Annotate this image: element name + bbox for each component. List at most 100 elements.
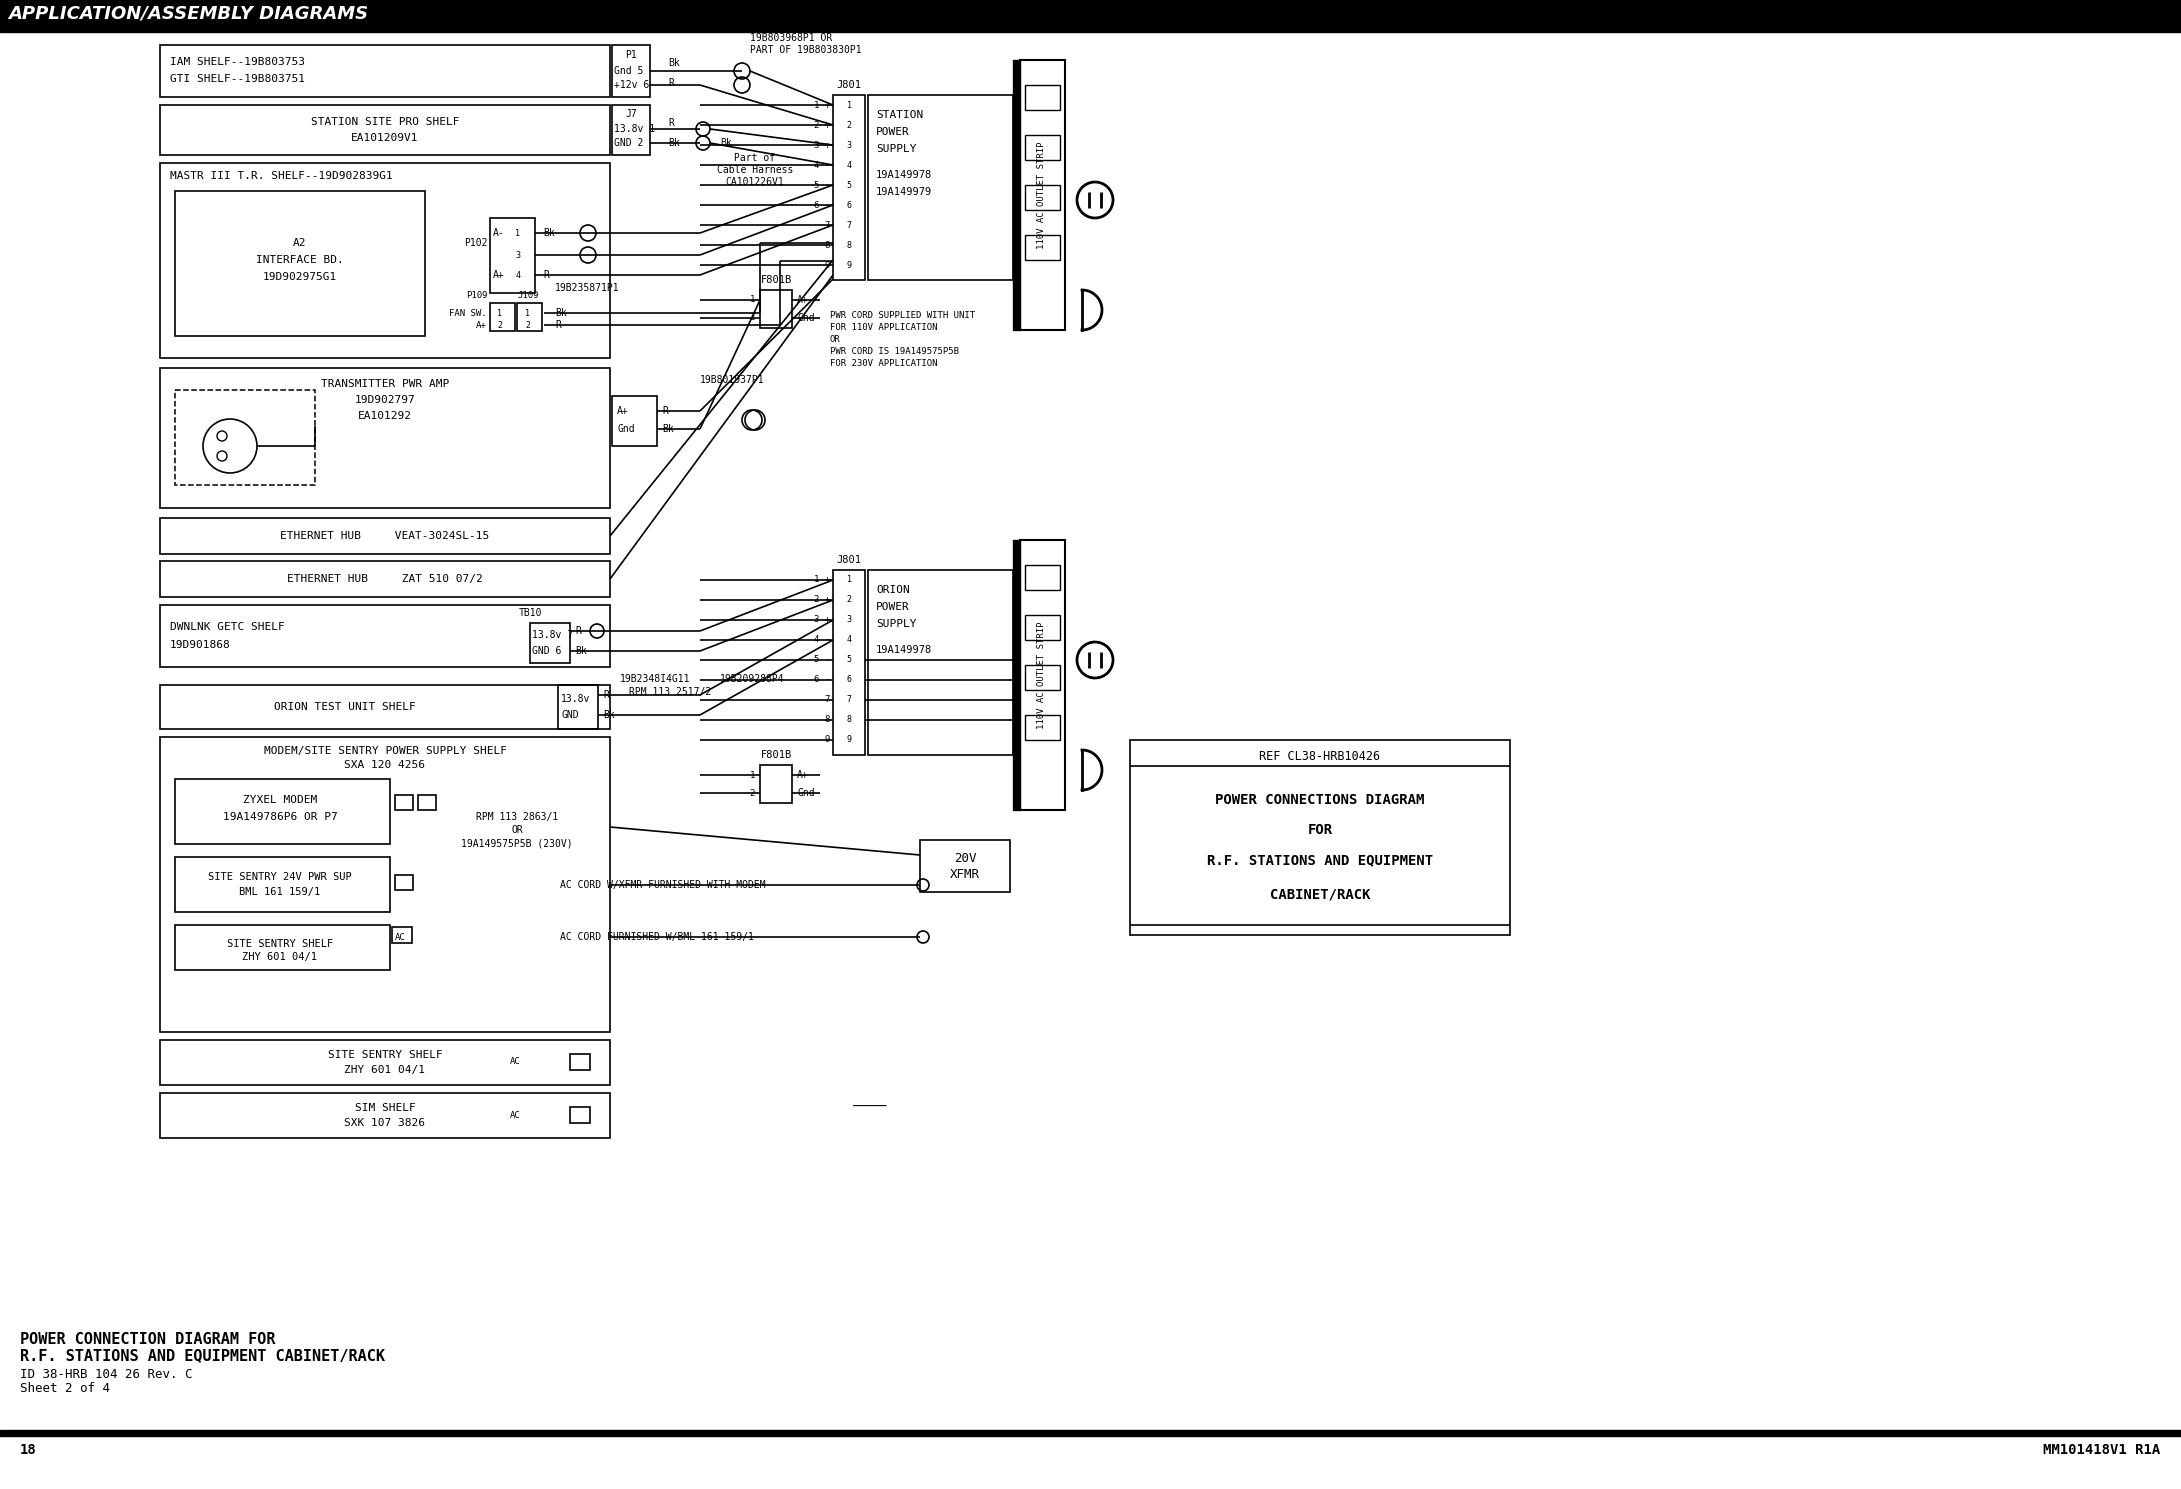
Text: R: R: [667, 77, 674, 88]
Bar: [1025, 564, 1060, 590]
Text: SITE SENTRY SHELF: SITE SENTRY SHELF: [227, 940, 334, 948]
Text: RPM 113 2517/2: RPM 113 2517/2: [628, 686, 711, 697]
Text: ID 38-HRB 104 26 Rev. C: ID 38-HRB 104 26 Rev. C: [20, 1367, 192, 1380]
Bar: [868, 570, 1012, 755]
Text: R: R: [667, 118, 674, 128]
Bar: [759, 765, 792, 803]
Text: ZYXEL MODEM: ZYXEL MODEM: [242, 795, 316, 806]
Bar: [1025, 85, 1060, 110]
Text: P1: P1: [626, 51, 637, 60]
Text: 1 +: 1 +: [814, 100, 831, 110]
Text: TB10: TB10: [519, 608, 541, 618]
Text: Bk: Bk: [576, 646, 587, 657]
Bar: [159, 45, 611, 97]
Bar: [159, 605, 611, 667]
Text: POWER CONNECTION DIAGRAM FOR: POWER CONNECTION DIAGRAM FOR: [20, 1333, 275, 1348]
Text: 7: 7: [846, 695, 851, 704]
Bar: [1021, 60, 1064, 331]
Text: 2: 2: [846, 121, 851, 130]
Bar: [1025, 235, 1060, 261]
Text: R.F. STATIONS AND EQUIPMENT CABINET/RACK: R.F. STATIONS AND EQUIPMENT CABINET/RACK: [20, 1349, 386, 1364]
Text: Bk: Bk: [667, 58, 680, 68]
Bar: [530, 622, 569, 663]
Bar: [569, 1106, 591, 1123]
Text: SIM SHELF: SIM SHELF: [356, 1103, 414, 1112]
Text: 13.8v: 13.8v: [561, 694, 591, 704]
Text: 13.8v 1: 13.8v 1: [615, 124, 654, 134]
Text: A+: A+: [493, 270, 504, 280]
Bar: [1025, 135, 1060, 159]
Text: GND 2: GND 2: [615, 138, 643, 147]
Text: MASTR III T.R. SHELF--19D902839G1: MASTR III T.R. SHELF--19D902839G1: [170, 171, 393, 182]
Text: 1: 1: [515, 228, 521, 238]
Text: 19B209288P4: 19B209288P4: [720, 675, 785, 683]
Text: FAN SW.: FAN SW.: [449, 308, 486, 317]
Text: Bk: Bk: [720, 138, 733, 147]
Text: STATION SITE PRO SHELF: STATION SITE PRO SHELF: [310, 118, 460, 127]
Text: Gnd: Gnd: [617, 424, 635, 433]
Text: 1 +: 1 +: [814, 576, 831, 585]
Text: SXK 107 3826: SXK 107 3826: [345, 1118, 425, 1129]
Text: AC CORD FURNISHED W/BML 161 159/1: AC CORD FURNISHED W/BML 161 159/1: [561, 932, 755, 943]
Text: DWNLNK GETC SHELF: DWNLNK GETC SHELF: [170, 622, 286, 631]
Text: 5 -: 5 -: [814, 655, 831, 664]
Text: Sheet 2 of 4: Sheet 2 of 4: [20, 1382, 109, 1395]
Text: 7: 7: [824, 695, 831, 704]
Text: CABINET/RACK: CABINET/RACK: [1269, 887, 1370, 902]
Bar: [1021, 541, 1064, 810]
Bar: [1025, 185, 1060, 210]
Text: GND: GND: [561, 710, 578, 721]
Bar: [159, 1093, 611, 1138]
Text: A+: A+: [617, 406, 628, 415]
Text: POWER: POWER: [877, 602, 909, 612]
Text: R: R: [543, 270, 550, 280]
Text: 9: 9: [824, 261, 831, 270]
Text: 2: 2: [846, 596, 851, 605]
Text: 1: 1: [526, 308, 530, 317]
Text: 4 -: 4 -: [814, 636, 831, 645]
Text: 19A149978: 19A149978: [877, 170, 931, 180]
Text: 3 +: 3 +: [814, 615, 831, 624]
Text: STATION: STATION: [877, 110, 923, 121]
Text: 9: 9: [846, 736, 851, 744]
Bar: [393, 928, 412, 943]
Text: R: R: [554, 320, 561, 331]
Text: ZHY 601 04/1: ZHY 601 04/1: [242, 951, 318, 962]
Text: 9: 9: [846, 261, 851, 270]
Text: FOR 230V APPLICATION: FOR 230V APPLICATION: [831, 359, 938, 368]
Text: 3: 3: [846, 140, 851, 149]
Text: FOR 110V APPLICATION: FOR 110V APPLICATION: [831, 323, 938, 332]
Text: TRANSMITTER PWR AMP: TRANSMITTER PWR AMP: [321, 380, 449, 389]
Bar: [159, 1039, 611, 1085]
Bar: [759, 290, 792, 328]
Bar: [491, 217, 534, 293]
Text: PWR CORD SUPPLIED WITH UNIT: PWR CORD SUPPLIED WITH UNIT: [831, 311, 975, 320]
Text: ETHERNET HUB     ZAT 510 07/2: ETHERNET HUB ZAT 510 07/2: [288, 573, 482, 584]
Text: Bk: Bk: [667, 138, 680, 147]
Text: Part of: Part of: [735, 153, 776, 162]
Text: 4: 4: [846, 161, 851, 170]
Text: XFMR: XFMR: [951, 868, 979, 881]
Text: F801B: F801B: [761, 750, 792, 759]
Text: 2: 2: [497, 320, 502, 329]
Text: ZHY 601 04/1: ZHY 601 04/1: [345, 1065, 425, 1075]
Bar: [395, 876, 412, 890]
Text: POWER CONNECTIONS DIAGRAM: POWER CONNECTIONS DIAGRAM: [1215, 794, 1424, 807]
Text: J801: J801: [838, 80, 861, 89]
Text: F801B: F801B: [761, 275, 792, 284]
Text: 4 -: 4 -: [814, 161, 831, 170]
Text: A-: A-: [493, 228, 504, 238]
Text: PWR CORD IS 19A149575P5B: PWR CORD IS 19A149575P5B: [831, 347, 960, 356]
Text: Gnd 5: Gnd 5: [615, 66, 643, 76]
Text: 19B803968P1 OR: 19B803968P1 OR: [750, 33, 833, 43]
Text: Cable Harness: Cable Harness: [718, 165, 794, 176]
Text: P109: P109: [467, 290, 489, 299]
Text: +12v 6: +12v 6: [615, 80, 650, 89]
Bar: [920, 840, 1010, 892]
Bar: [1012, 60, 1021, 331]
Text: 4: 4: [846, 636, 851, 645]
Text: 19A149978: 19A149978: [877, 645, 931, 655]
Text: 5: 5: [846, 655, 851, 664]
Bar: [395, 795, 412, 810]
Text: 7: 7: [824, 220, 831, 229]
